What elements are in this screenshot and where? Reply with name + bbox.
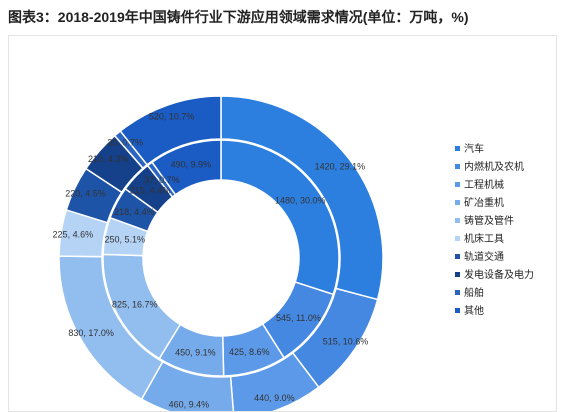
outer-label-5: 225, 4.6% <box>53 230 94 240</box>
legend-label-0: 汽车 <box>464 142 484 155</box>
inner-slice-9 <box>151 139 222 196</box>
inner-label-0: 1480, 30.0% <box>275 195 326 205</box>
data-labels: 1420, 29.1% 515, 10.6% 440, 9.0% 460, 9.4% 8… <box>53 111 369 409</box>
donut-rings <box>58 95 384 411</box>
legend-swatch-5 <box>455 236 460 241</box>
legend-swatch-4 <box>455 218 460 223</box>
legend-swatch-0 <box>455 146 460 151</box>
inner-label-4: 825, 16.7% <box>112 300 158 310</box>
legend-label-2: 工程机械 <box>464 178 504 191</box>
inner-label-9: 490, 9.9% <box>171 160 212 170</box>
inner-label-7: 215, 4.4% <box>130 185 171 195</box>
inner-label-2: 425, 8.6% <box>229 347 270 357</box>
outer-label-3: 460, 9.4% <box>169 400 210 410</box>
legend-swatch-7 <box>455 272 460 277</box>
chart-title: 图表3：2018-2019年中国铸件行业下游应用领域需求情况(单位：万吨，%) <box>8 9 469 25</box>
outer-label-0: 1420, 29.1% <box>315 162 366 172</box>
inner-label-6: 218, 4.4% <box>114 207 155 217</box>
outer-label-8: 35, 0.7% <box>107 138 143 148</box>
legend-label-4: 铸管及管件 <box>464 214 514 227</box>
legend-label-5: 机床工具 <box>464 232 504 245</box>
outer-slice-9 <box>119 95 222 166</box>
legend-swatch-2 <box>455 182 460 187</box>
inner-label-8: 37, 0.7% <box>144 175 180 185</box>
outer-label-9: 520, 10.7% <box>149 111 195 121</box>
outer-label-1: 515, 10.6% <box>323 337 369 347</box>
legend-swatch-9 <box>455 308 460 313</box>
inner-label-5: 250, 5.1% <box>104 235 145 245</box>
legend-label-7: 发电设备及电力 <box>464 268 534 281</box>
outer-label-2: 440, 9.0% <box>254 393 295 403</box>
outer-label-6: 220, 4.5% <box>65 189 106 199</box>
outer-label-7: 210, 4.3% <box>88 154 129 164</box>
legend-label-6: 轨道交通 <box>464 250 504 263</box>
legend-label-3: 矿冶重机 <box>464 196 504 209</box>
inner-label-1: 545, 11.0% <box>276 313 321 323</box>
inner-slice-0 <box>220 139 340 296</box>
chart-panel: 1420, 29.1% 515, 10.6% 440, 9.0% 460, 9.4% 8… <box>8 35 557 412</box>
inner-label-3: 450, 9.1% <box>175 348 216 358</box>
legend-swatch-8 <box>455 290 460 295</box>
donut-chart: 1420, 29.1% 515, 10.6% 440, 9.0% 460, 9.4% 8… <box>53 95 534 411</box>
legend-label-1: 内燃机及农机 <box>464 160 524 173</box>
legend-swatch-3 <box>455 200 460 205</box>
legend-label-8: 船舶 <box>464 286 484 299</box>
legend-swatch-1 <box>455 164 460 169</box>
outer-label-4: 830, 17.0% <box>68 328 114 338</box>
legend-swatch-6 <box>455 254 460 259</box>
legend-label-9: 其他 <box>464 304 484 317</box>
